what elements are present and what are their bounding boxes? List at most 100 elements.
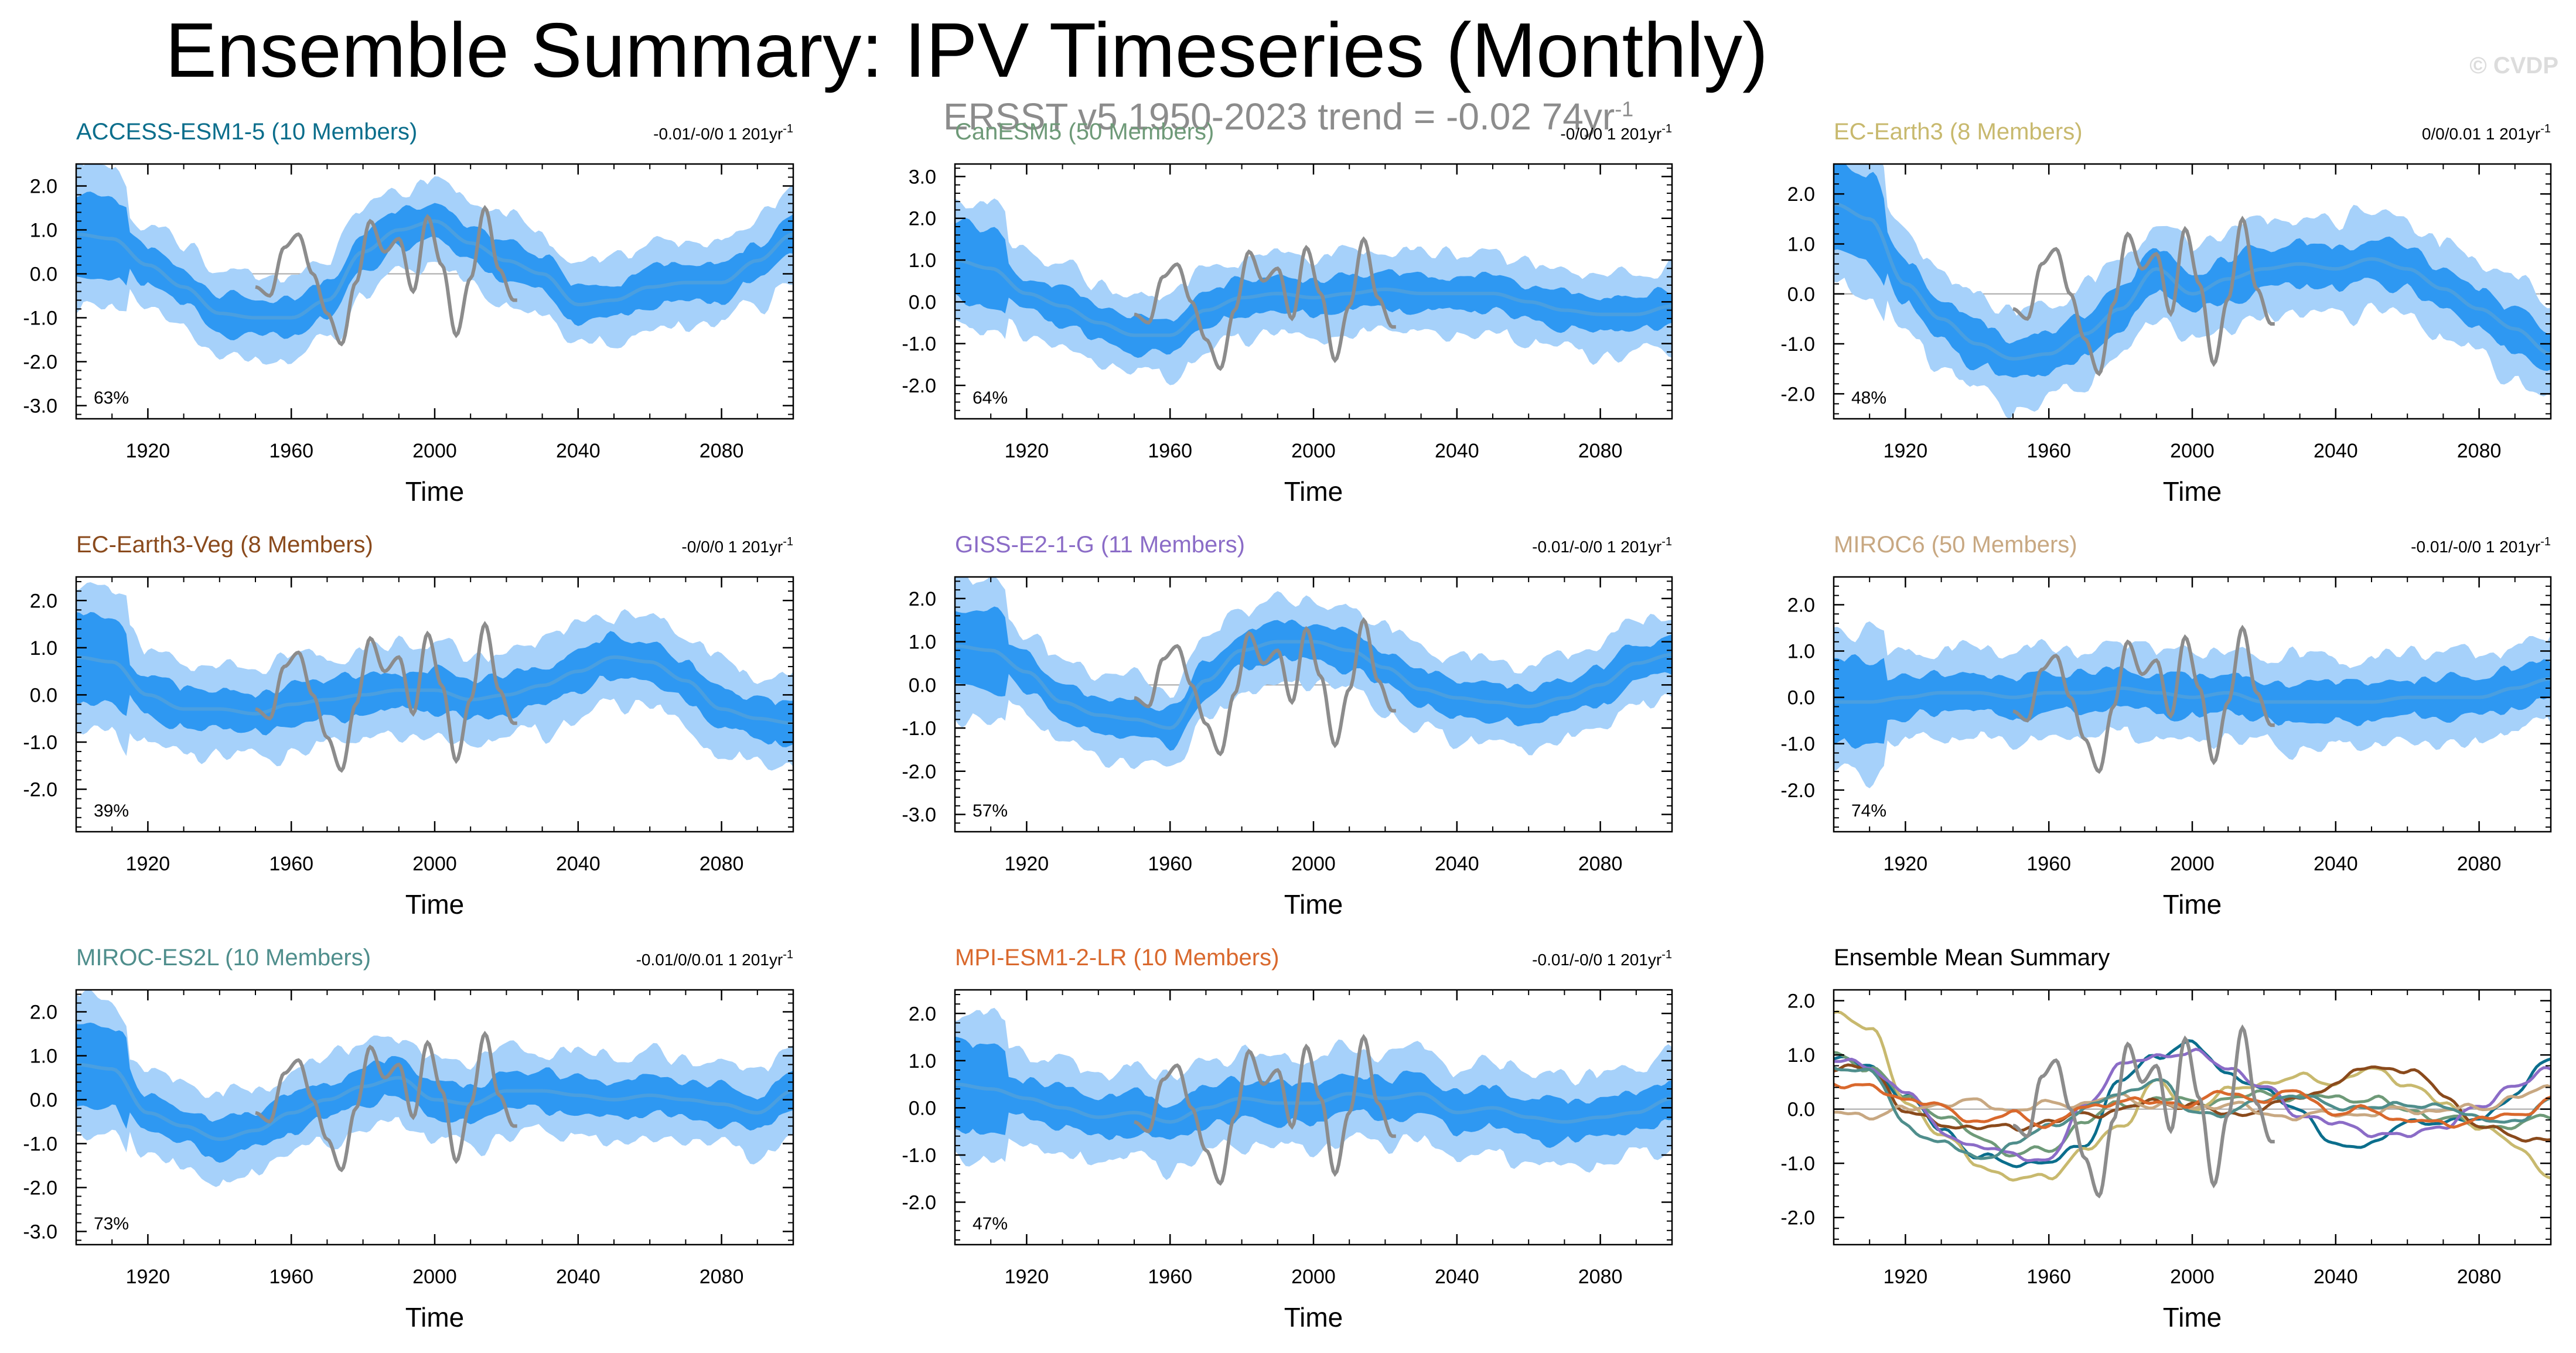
observed-ipv-line — [255, 1030, 517, 1173]
x-tick-label: 1960 — [269, 1266, 313, 1288]
x-tick-label: 2040 — [1435, 853, 1479, 875]
x-tick-label: 2040 — [556, 853, 601, 875]
chart-title: MIROC-ES2L (10 Members) — [76, 945, 371, 971]
cvdp-watermark: © CVDP — [2469, 53, 2558, 78]
y-tick-label: -2.0 — [23, 351, 57, 374]
y-tick-label: 0.0 — [1787, 283, 1815, 306]
x-tick-label: 2040 — [1435, 1266, 1479, 1288]
x-tick-label: 1920 — [1005, 1266, 1049, 1288]
x-tick-label: 1960 — [1148, 1266, 1192, 1288]
y-tick-label: 0.0 — [30, 1089, 57, 1112]
chart-title: Ensemble Mean Summary — [1834, 945, 2110, 971]
x-tick-label: 2000 — [1291, 1266, 1336, 1288]
chart-panel-8: 2.0 1.0 0.0 -1.0 -2.0 1920 1960 2000 2040 2080 Tim… — [902, 945, 1673, 1332]
trend-label: -0.01/-0/0 1 201yr-1 — [2411, 535, 2551, 556]
ensemble-iqr-band — [76, 1022, 793, 1163]
chart-title: MIROC6 (50 Members) — [1834, 532, 2077, 558]
y-tick-label: 1.0 — [909, 250, 936, 272]
plot-area — [76, 164, 793, 365]
y-tick-label: 1.0 — [30, 220, 57, 242]
y-tick-label: 0.0 — [1787, 1099, 1815, 1121]
y-tick-label: -1.0 — [902, 1144, 936, 1167]
plot-area — [76, 582, 793, 773]
y-tick-label: 0.0 — [909, 674, 936, 696]
percent-label: 48% — [1851, 388, 1886, 408]
y-tick-label: 2.0 — [909, 588, 936, 610]
x-tick-label: 1920 — [126, 853, 170, 875]
y-tick-label: 2.0 — [909, 1003, 936, 1025]
plot-area — [955, 1007, 1672, 1186]
y-tick-label: -2.0 — [1780, 383, 1815, 405]
y-tick-label: 2.0 — [30, 1002, 57, 1024]
trend-label: -0.01/-0/0 1 201yr-1 — [1532, 535, 1672, 556]
observed-ipv-line — [1134, 617, 1396, 757]
y-tick-label: 2.0 — [30, 590, 57, 612]
ensemble-iqr-band — [955, 218, 1672, 358]
chart-panel-2: 3.0 2.0 1.0 0.0 -1.0 -2.0 1920 1960 2000 2040 2080… — [902, 119, 1673, 507]
trend-label: -0.01/0/0.01 1 201yr-1 — [636, 948, 793, 969]
x-tick-label: 1960 — [2026, 440, 2071, 462]
x-tick-label: 1920 — [1884, 853, 1928, 875]
x-tick-label: 1920 — [1005, 440, 1049, 462]
plot-area — [955, 198, 1672, 385]
ensemble-mean-line — [1834, 677, 2551, 704]
y-tick-label: 0.0 — [30, 684, 57, 706]
x-tick-label: 2000 — [1291, 853, 1336, 875]
chart-panel-3: 2.0 1.0 0.0 -1.0 -2.0 1920 1960 2000 2040 2080 Tim… — [1780, 119, 2552, 507]
observed-ipv-line — [1134, 236, 1396, 371]
x-tick-label: 2080 — [1578, 1266, 1623, 1288]
x-axis-label: Time — [1284, 889, 1343, 920]
y-tick-label: 0.0 — [1787, 687, 1815, 709]
percent-label: 57% — [973, 801, 1008, 821]
x-tick-label: 1960 — [1148, 440, 1192, 462]
y-tick-label: -1.0 — [1780, 333, 1815, 356]
ensemble-iqr-band — [1834, 654, 2551, 749]
y-tick-label: -2.0 — [23, 779, 57, 801]
y-tick-label: 0.0 — [30, 264, 57, 286]
x-tick-label: 2040 — [2314, 1266, 2358, 1288]
observed-ipv-line — [2012, 216, 2275, 377]
y-tick-label: -2.0 — [902, 761, 936, 783]
x-tick-label: 2040 — [556, 1266, 601, 1288]
x-tick-label: 1920 — [126, 1266, 170, 1288]
x-axis-label: Time — [2163, 889, 2222, 920]
chart-title: CanESM5 (50 Members) — [955, 119, 1214, 145]
ensemble-mean-line — [76, 219, 793, 320]
y-tick-label: 1.0 — [1787, 233, 1815, 255]
x-tick-label: 1960 — [2026, 853, 2071, 875]
y-tick-label: 2.0 — [909, 208, 936, 230]
percent-label: 64% — [973, 388, 1008, 408]
y-tick-label: 1.0 — [909, 1050, 936, 1072]
y-tick-label: 2.0 — [1787, 990, 1815, 1013]
chart-panel-6: 2.0 1.0 0.0 -1.0 -2.0 1920 1960 2000 2040 2080 Tim… — [1780, 532, 2552, 920]
x-tick-label: 1920 — [1005, 853, 1049, 875]
y-tick-label: 2.0 — [1787, 594, 1815, 616]
y-tick-label: 1.0 — [30, 1046, 57, 1068]
y-tick-label: 1.0 — [909, 631, 936, 654]
x-tick-label: 1920 — [1884, 1266, 1928, 1288]
summary-line-miroc-es2l — [1834, 1066, 2551, 1160]
y-tick-label: -1.0 — [1780, 733, 1815, 756]
ensemble-mean-line — [955, 640, 1672, 730]
x-tick-label: 2000 — [412, 853, 457, 875]
chart-panel-9: 2.0 1.0 0.0 -1.0 -2.0 1920 1960 2000 2040 2080 Tim… — [1780, 945, 2552, 1332]
x-axis-label: Time — [2163, 1302, 2222, 1332]
percent-label: 39% — [94, 801, 129, 821]
y-tick-label: 1.0 — [30, 637, 57, 660]
ensemble-mean-line — [955, 258, 1672, 337]
summary-line-access-esm1-5 — [1834, 1039, 2551, 1168]
x-axis-label: Time — [1284, 476, 1343, 507]
observed-ipv-line — [2012, 624, 2275, 774]
x-tick-label: 2080 — [1578, 440, 1623, 462]
x-tick-label: 2080 — [2457, 853, 2502, 875]
trend-label: 0/0/0.01 1 201yr-1 — [2422, 122, 2551, 143]
percent-label: 63% — [94, 388, 129, 408]
ensemble-range-band — [955, 577, 1672, 770]
y-tick-label: -3.0 — [902, 804, 936, 826]
x-tick-label: 2080 — [700, 1266, 744, 1288]
y-tick-label: 0.0 — [909, 291, 936, 313]
x-tick-label: 2080 — [2457, 1266, 2502, 1288]
plot-area — [1834, 164, 2551, 419]
trend-label: -0.01/-0/0 1 201yr-1 — [1532, 948, 1672, 969]
